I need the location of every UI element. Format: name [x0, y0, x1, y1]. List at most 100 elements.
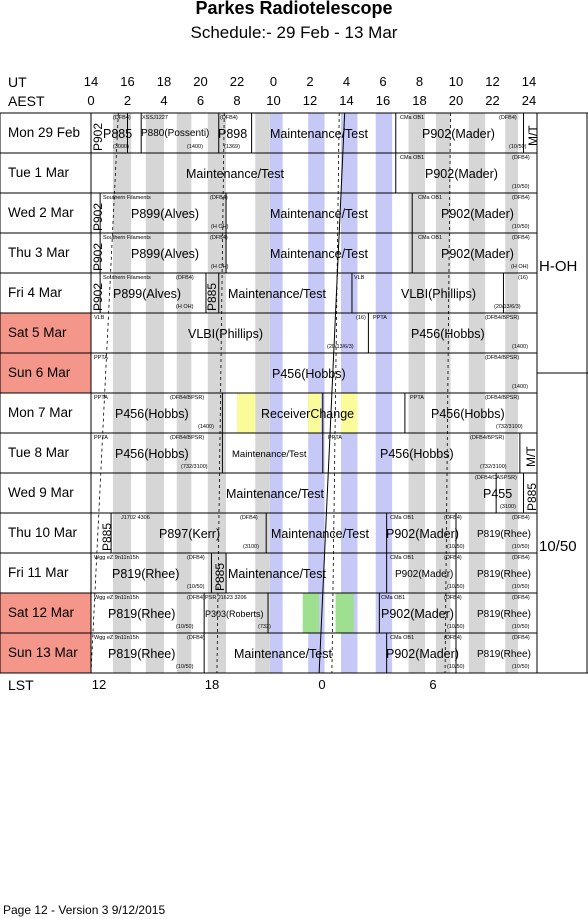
band-shade — [145, 393, 164, 433]
tick-label: 18 — [156, 74, 172, 89]
band-shade — [255, 473, 270, 513]
band-shade — [255, 393, 270, 433]
cell-label: P902(Mader) — [425, 167, 498, 181]
cell-note: (DFB4) — [176, 275, 194, 281]
band-shade — [112, 633, 132, 673]
tick-label: 8 — [415, 74, 424, 89]
day-label: Tue 8 Mar — [8, 445, 70, 460]
band-shade — [408, 473, 425, 513]
cell-note: (H OH) — [211, 264, 229, 270]
cell-note: (DFB4) — [240, 515, 258, 521]
band-shade — [435, 393, 451, 433]
band-shade — [145, 473, 164, 513]
cell-label: Maintenance/Test — [270, 127, 368, 141]
cell-note: (1369) — [224, 144, 240, 150]
cell-note: (732) — [258, 624, 271, 630]
cell-note: Wgg eZ 9n11n15h — [94, 635, 139, 641]
band-shade — [468, 153, 486, 193]
cell-label: P819(Rhee) — [477, 649, 531, 660]
cell-note: PPTA — [410, 395, 424, 401]
band-shade — [207, 593, 227, 633]
cell-note: CMa OB1 — [381, 595, 406, 601]
band-shade — [255, 433, 270, 473]
band-shade — [269, 593, 283, 633]
tick-label: 0 — [318, 677, 326, 692]
weekend-shade — [0, 633, 91, 673]
cell-note: (1400) — [187, 144, 203, 150]
band-shade — [308, 193, 325, 233]
band-shade — [176, 113, 192, 153]
band-shade — [435, 593, 451, 633]
cell-note: (DFB4) — [512, 515, 530, 521]
tick-label: 2 — [123, 93, 132, 108]
cell-note: (DFB4) — [512, 195, 530, 201]
cell-note: (10/50) — [512, 224, 530, 230]
band-shade — [375, 633, 393, 673]
day-label: Thu 3 Mar — [8, 245, 70, 260]
cell-label: Maintenance/Test — [228, 567, 326, 581]
cell-note: (DFB4) — [187, 555, 205, 561]
cell-label: P456(Hobbs) — [431, 407, 505, 421]
cell-label: P902(Mader) — [386, 527, 459, 541]
band-shade — [207, 353, 227, 393]
band-shade — [341, 633, 358, 673]
tick-label: 4 — [342, 74, 351, 89]
cell-note: (10/50) — [447, 624, 465, 630]
cell-note: (DFB4/CASPSR) — [475, 475, 517, 481]
band-shade — [375, 473, 393, 513]
tick-label: 2 — [306, 74, 314, 89]
tick-label: 16 — [120, 74, 135, 89]
cell-note: (10/50) — [512, 624, 530, 630]
cell-label: Maintenance/Test — [271, 527, 369, 541]
band-shade — [145, 553, 164, 593]
day-label: Tue 1 Mar — [8, 165, 70, 180]
band-shade — [269, 233, 283, 273]
cell-note: (DFB4/BPSR) — [470, 435, 505, 441]
receiver-label-1050: 10/50 — [539, 538, 577, 555]
band-shade — [112, 353, 132, 393]
tick-label: 24 — [521, 93, 537, 108]
band-shade — [341, 553, 358, 593]
band-shade — [375, 233, 393, 273]
cell-note: CMa OB1 — [418, 195, 443, 201]
band-shade — [269, 433, 283, 473]
day-label: Sun 6 Mar — [8, 365, 71, 380]
band-shade — [176, 193, 192, 233]
lst-label: LST — [8, 677, 34, 693]
band-shade — [341, 153, 358, 193]
band-shade — [308, 473, 325, 513]
band-shade — [408, 313, 425, 353]
cell-note: (DFB4/BPSR) — [485, 395, 520, 401]
band-shade — [145, 193, 164, 233]
cell-note: (20/13/6/3) — [494, 304, 521, 310]
day-label: Mon 7 Mar — [8, 405, 73, 420]
band-shade — [435, 633, 451, 673]
band-shade — [468, 233, 486, 273]
cell-note: (DFB4/BPSR) — [170, 435, 205, 441]
band-shade — [308, 313, 325, 353]
band-shade — [176, 473, 192, 513]
cell-note: (DFB4) — [512, 555, 530, 561]
cell-label: P902 — [91, 282, 105, 311]
band-shade — [375, 273, 393, 313]
band-shade — [112, 433, 132, 473]
band-shade — [505, 113, 519, 153]
band-shade — [308, 553, 325, 593]
cell-note: (DFB4) — [512, 595, 530, 601]
tick-label: 12 — [485, 74, 500, 89]
band-shade — [308, 153, 325, 193]
cell-label: P456(Hobbs) — [380, 447, 454, 461]
cell-note: CMa OB1 — [400, 115, 425, 121]
cell-note: Southern Filaments — [103, 235, 151, 241]
band-shade — [375, 513, 393, 553]
band-shade — [308, 233, 325, 273]
cell-note: XSSJ1227 — [142, 115, 168, 121]
band-shade — [375, 153, 393, 193]
tick-label: 4 — [160, 93, 168, 108]
cell-label: P885 — [205, 282, 219, 311]
cell-note: (732/3100) — [480, 464, 507, 470]
cell-note: (DFB4) — [512, 635, 530, 641]
band-shade — [207, 513, 227, 553]
band-shade — [468, 513, 486, 553]
